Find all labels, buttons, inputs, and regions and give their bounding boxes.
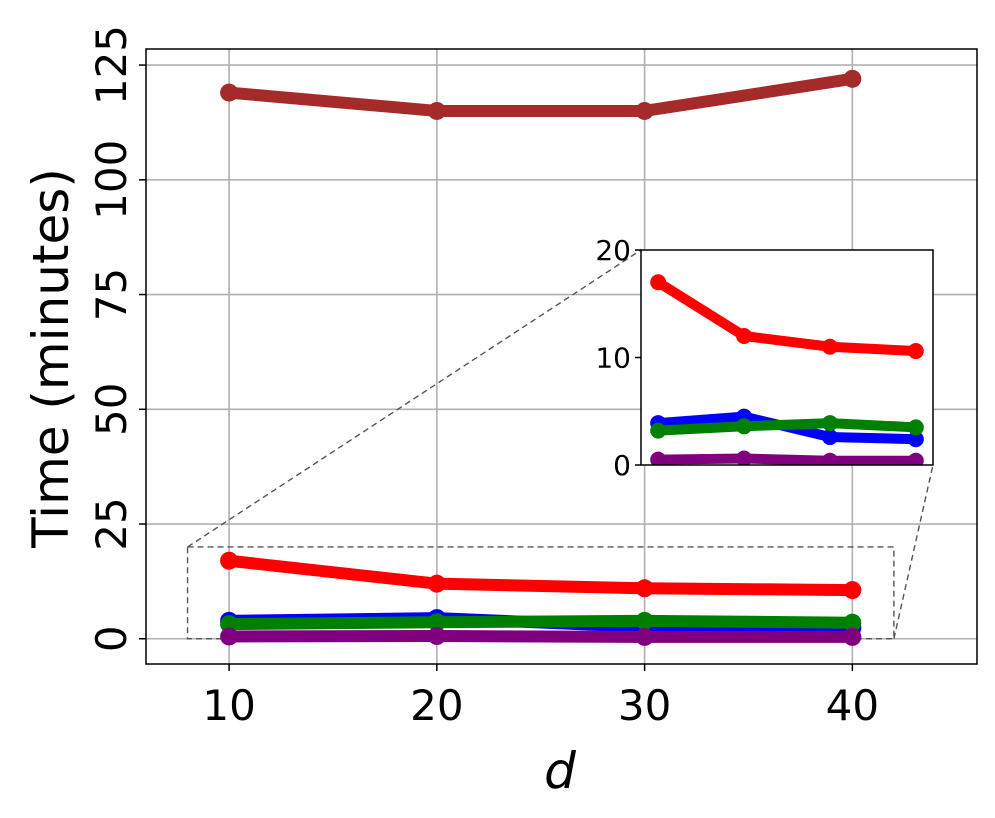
inset-data-point	[736, 328, 753, 344]
inset-data-point	[907, 431, 924, 448]
data-point	[843, 627, 862, 646]
inset-plot: 0 10 20	[595, 234, 934, 482]
data-point	[427, 613, 446, 632]
data-point	[843, 613, 862, 632]
data-point	[635, 579, 654, 598]
inset-data-point	[821, 338, 838, 355]
inset-y-tick-label: 20	[595, 234, 631, 267]
data-point	[427, 101, 446, 120]
data-point	[427, 627, 446, 646]
series-line-4	[223, 630, 859, 643]
inset-tick-labels: 0 10 20	[595, 234, 641, 482]
data-point	[427, 574, 446, 593]
inset-series-group	[650, 274, 924, 465]
x-tick-label: 40	[826, 681, 879, 730]
data-point	[843, 581, 862, 600]
y-tick-label: 125	[87, 25, 136, 105]
data-point	[220, 83, 239, 102]
main-plot-frame	[145, 48, 978, 665]
data-point	[220, 627, 239, 646]
inset-y-tick-label: 10	[595, 342, 631, 375]
inset-data-point	[650, 422, 667, 439]
inset-series-line-3	[653, 418, 921, 436]
inset-data-point	[650, 274, 667, 291]
x-axis-label: d	[544, 742, 576, 800]
inset-data-point	[907, 343, 924, 360]
y-tick-label: 75	[87, 268, 136, 321]
inset-data-point	[907, 419, 924, 436]
inset-data-point	[907, 452, 924, 465]
inset-data-point	[821, 415, 838, 432]
inset-data-point	[650, 451, 667, 465]
inset-series-line-1	[653, 277, 921, 357]
zoom-connector-line	[187, 249, 642, 548]
inset-series-line-4	[653, 453, 921, 465]
inset-y-tick-label: 0	[613, 449, 631, 482]
data-point	[220, 615, 239, 634]
inset-data-point	[736, 450, 753, 465]
series-line-1	[223, 554, 859, 597]
x-tick-label: 20	[410, 681, 463, 730]
data-point	[635, 611, 654, 630]
y-axis-label: Time (minutes)	[22, 168, 80, 549]
x-tick-label: 10	[202, 681, 255, 730]
y-tick-label: 25	[87, 497, 136, 550]
data-point	[843, 69, 862, 88]
series-line-0	[223, 72, 859, 117]
main-series-group	[220, 69, 862, 646]
y-tick-label: 100	[87, 140, 136, 220]
data-point	[635, 627, 654, 646]
inset-data-point	[821, 452, 838, 465]
series-line-3	[223, 614, 859, 631]
zoom-connector-line	[893, 464, 934, 639]
y-tick-label: 50	[87, 383, 136, 436]
data-point	[635, 101, 654, 120]
y-tick-label: 0	[87, 625, 136, 652]
data-point	[220, 551, 239, 570]
inset-data-point	[821, 429, 838, 446]
x-tick-label: 30	[618, 681, 671, 730]
inset-data-point	[736, 418, 753, 435]
